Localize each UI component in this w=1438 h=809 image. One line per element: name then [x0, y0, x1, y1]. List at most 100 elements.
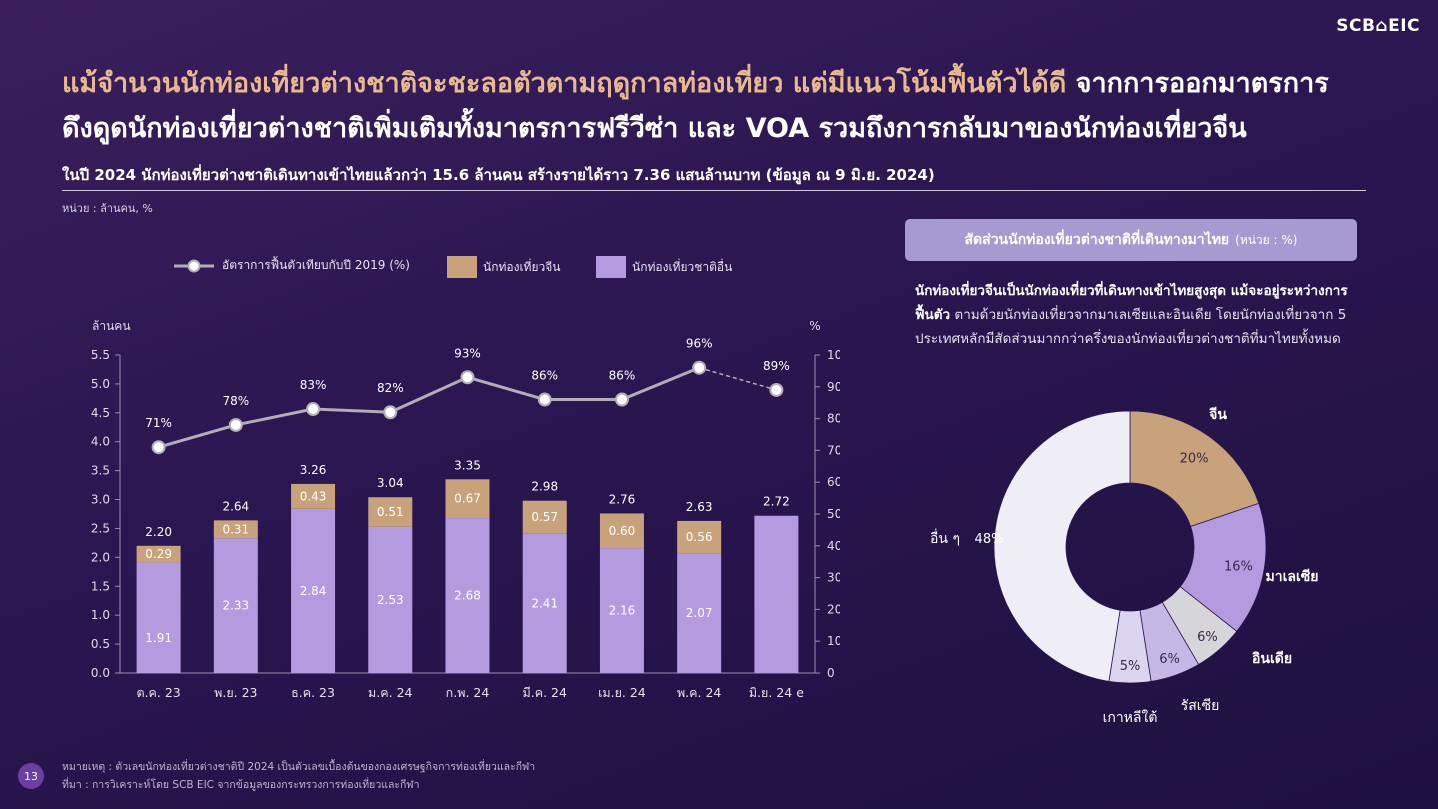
bar-other	[291, 508, 336, 673]
nationality-share-donut: 20% จีน 16% มาเลเซีย 6% อินเดีย 6% รัสเซีย 5% เกา…	[930, 407, 1319, 726]
y-right-tick-label: 80	[827, 412, 840, 426]
share-panel-header: สัดส่วนนักท่องเที่ยวต่างชาติที่เดินทางมา…	[905, 219, 1357, 261]
donut-slice-value-label: 20%	[1180, 452, 1209, 467]
bar-china	[368, 497, 413, 527]
donut-slice-value-label: 6%	[1197, 630, 1218, 645]
bar-total-label: 3.26	[300, 463, 327, 477]
legend-other: นักท่องเที่ยวชาติอื่น	[596, 256, 732, 278]
y-axis-left-title: ล้านคน	[92, 319, 131, 333]
x-tick-label: ก.พ. 24	[446, 685, 490, 700]
headline-highlight: แม้จำนวนนักท่องเที่ยวต่างชาติจะชะลอตัวตา…	[62, 68, 1067, 99]
legend-china-label: นักท่องเที่ยวจีน	[483, 259, 561, 274]
x-tick-label: ต.ค. 23	[136, 685, 180, 700]
y-left-tick-label: 1.0	[91, 608, 110, 622]
bar-other-value-label: 1.91	[145, 631, 172, 645]
page-number: 13	[18, 763, 44, 789]
recovery-rate-point	[306, 402, 321, 417]
y-left-tick-label: 2.0	[91, 550, 110, 564]
y-left-tick-label: 3.0	[91, 493, 110, 507]
bar-other	[445, 518, 490, 673]
legend-line-label: อัตราการฟื้นตัวเทียบกับปี 2019 (%)	[222, 258, 410, 272]
bar-other-value-label: 2.53	[377, 593, 404, 607]
scb-eic-logo: SCB⌂EIC	[1336, 16, 1420, 36]
y-left-tick-label: 4.5	[91, 406, 110, 420]
bar-china	[136, 545, 181, 563]
bar-other-value-label: 2.16	[609, 604, 636, 618]
tourist-arrivals-chart: ล้านคน % 0.0 0.5 1.0 1.5 2.0 2.5 3.0 3.5 4.0 4.5 5.0…	[91, 319, 840, 700]
recovery-rate-label: 71%	[145, 416, 172, 430]
recovery-rate-point	[460, 370, 475, 385]
y-right-tick-label: 10	[827, 634, 840, 648]
share-panel-description: นักท่องเที่ยวจีนเป็นนักท่องเที่ยวที่เดิน…	[915, 279, 1355, 351]
recovery-rate-label: 96%	[686, 337, 713, 351]
y-right-tick-label: 100	[827, 348, 840, 362]
recovery-rate-point	[383, 405, 398, 420]
bar-china-value-label: 0.31	[222, 522, 249, 536]
x-tick-label: มิ.ย. 24 e	[749, 685, 804, 700]
donut-slice-name-label: มาเลเซีย	[1266, 569, 1319, 585]
donut-slice	[1129, 410, 1260, 527]
bar-china	[213, 520, 258, 539]
recovery-rate-label: 83%	[300, 378, 327, 392]
share-panel-unit: (หน่วย : %)	[1235, 232, 1298, 247]
bar-china	[291, 483, 336, 509]
bar-other	[754, 515, 799, 673]
bar-other-value-label: 2.41	[531, 596, 558, 610]
y-left-tick-label: 1.5	[91, 579, 110, 593]
bar-other	[136, 562, 181, 673]
x-tick-label: พ.ย. 23	[214, 685, 257, 700]
donut-slice-name-label: เกาหลีใต้	[1103, 709, 1158, 726]
bar-china	[599, 513, 644, 549]
legend-recovery-rate: อัตราการฟื้นตัวเทียบกับปี 2019 (%)	[172, 256, 410, 275]
recovery-rate-point	[692, 360, 707, 375]
bar-total-label: 2.64	[222, 499, 249, 513]
y-left-tick-label: 4.0	[91, 435, 110, 449]
bar-total-label: 2.72	[763, 495, 790, 509]
y-axis-right-title: %	[809, 319, 820, 333]
legend-china: นักท่องเที่ยวจีน	[447, 256, 560, 278]
bar-china	[677, 520, 722, 554]
footnote-note: หมายเหตุ : ตัวเลขนักท่องเที่ยวต่างชาติปี…	[62, 761, 536, 773]
bar-other	[213, 538, 258, 673]
y-right-tick-label: 0	[827, 666, 835, 680]
bar-other-value-label: 2.33	[222, 599, 249, 613]
bar-china-value-label: 0.29	[145, 547, 172, 561]
recovery-rate-point	[769, 382, 784, 397]
y-right-tick-label: 30	[827, 571, 840, 585]
bar-china	[522, 500, 567, 534]
y-right-tick-label: 70	[827, 443, 840, 457]
footnote-source: ที่มา : การวิเคราะห์โดย SCB EIC จากข้อมู…	[62, 779, 420, 791]
share-panel-title: สัดส่วนนักท่องเที่ยวต่างชาติที่เดินทางมา…	[964, 232, 1230, 248]
y-left-tick-label: 0.5	[91, 637, 110, 651]
recovery-rate-estimate-line	[698, 366, 777, 391]
bar-total-label: 3.35	[454, 458, 481, 472]
y-right-tick-label: 20	[827, 602, 840, 616]
x-tick-label: ม.ค. 24	[368, 685, 412, 700]
bar-china-value-label: 0.43	[300, 489, 327, 503]
recovery-rate-label: 82%	[377, 381, 404, 395]
y-right-tick-label: 40	[827, 539, 840, 553]
x-tick-label: มี.ค. 24	[523, 685, 567, 700]
bar-other	[522, 533, 567, 673]
bar-other	[599, 548, 644, 673]
y-left-tick-label: 5.0	[91, 377, 110, 391]
y-left-tick-label: 2.5	[91, 521, 110, 535]
donut-slice	[993, 410, 1131, 682]
bar-other-value-label: 2.68	[454, 589, 481, 603]
recovery-rate-label: 93%	[454, 346, 481, 360]
recovery-rate-point	[537, 392, 552, 407]
unit-note: หน่วย : ล้านคน, %	[62, 202, 153, 215]
bar-total-label: 2.20	[145, 525, 172, 539]
bar-other-value-label: 2.07	[686, 606, 713, 620]
legend-other-swatch	[596, 256, 626, 278]
recovery-rate-label: 89%	[763, 359, 790, 373]
y-right-tick-label: 50	[827, 507, 840, 521]
donut-slice-name-label: อินเดีย	[1251, 651, 1292, 667]
legend-china-swatch	[447, 256, 477, 278]
x-tick-label: พ.ค. 24	[677, 685, 721, 700]
bar-other-value-label: 2.84	[300, 584, 327, 598]
y-right-tick-label: 90	[827, 380, 840, 394]
recovery-rate-line	[158, 366, 700, 449]
bar-china-value-label: 0.67	[454, 492, 481, 506]
bar-china-value-label: 0.60	[609, 524, 636, 538]
